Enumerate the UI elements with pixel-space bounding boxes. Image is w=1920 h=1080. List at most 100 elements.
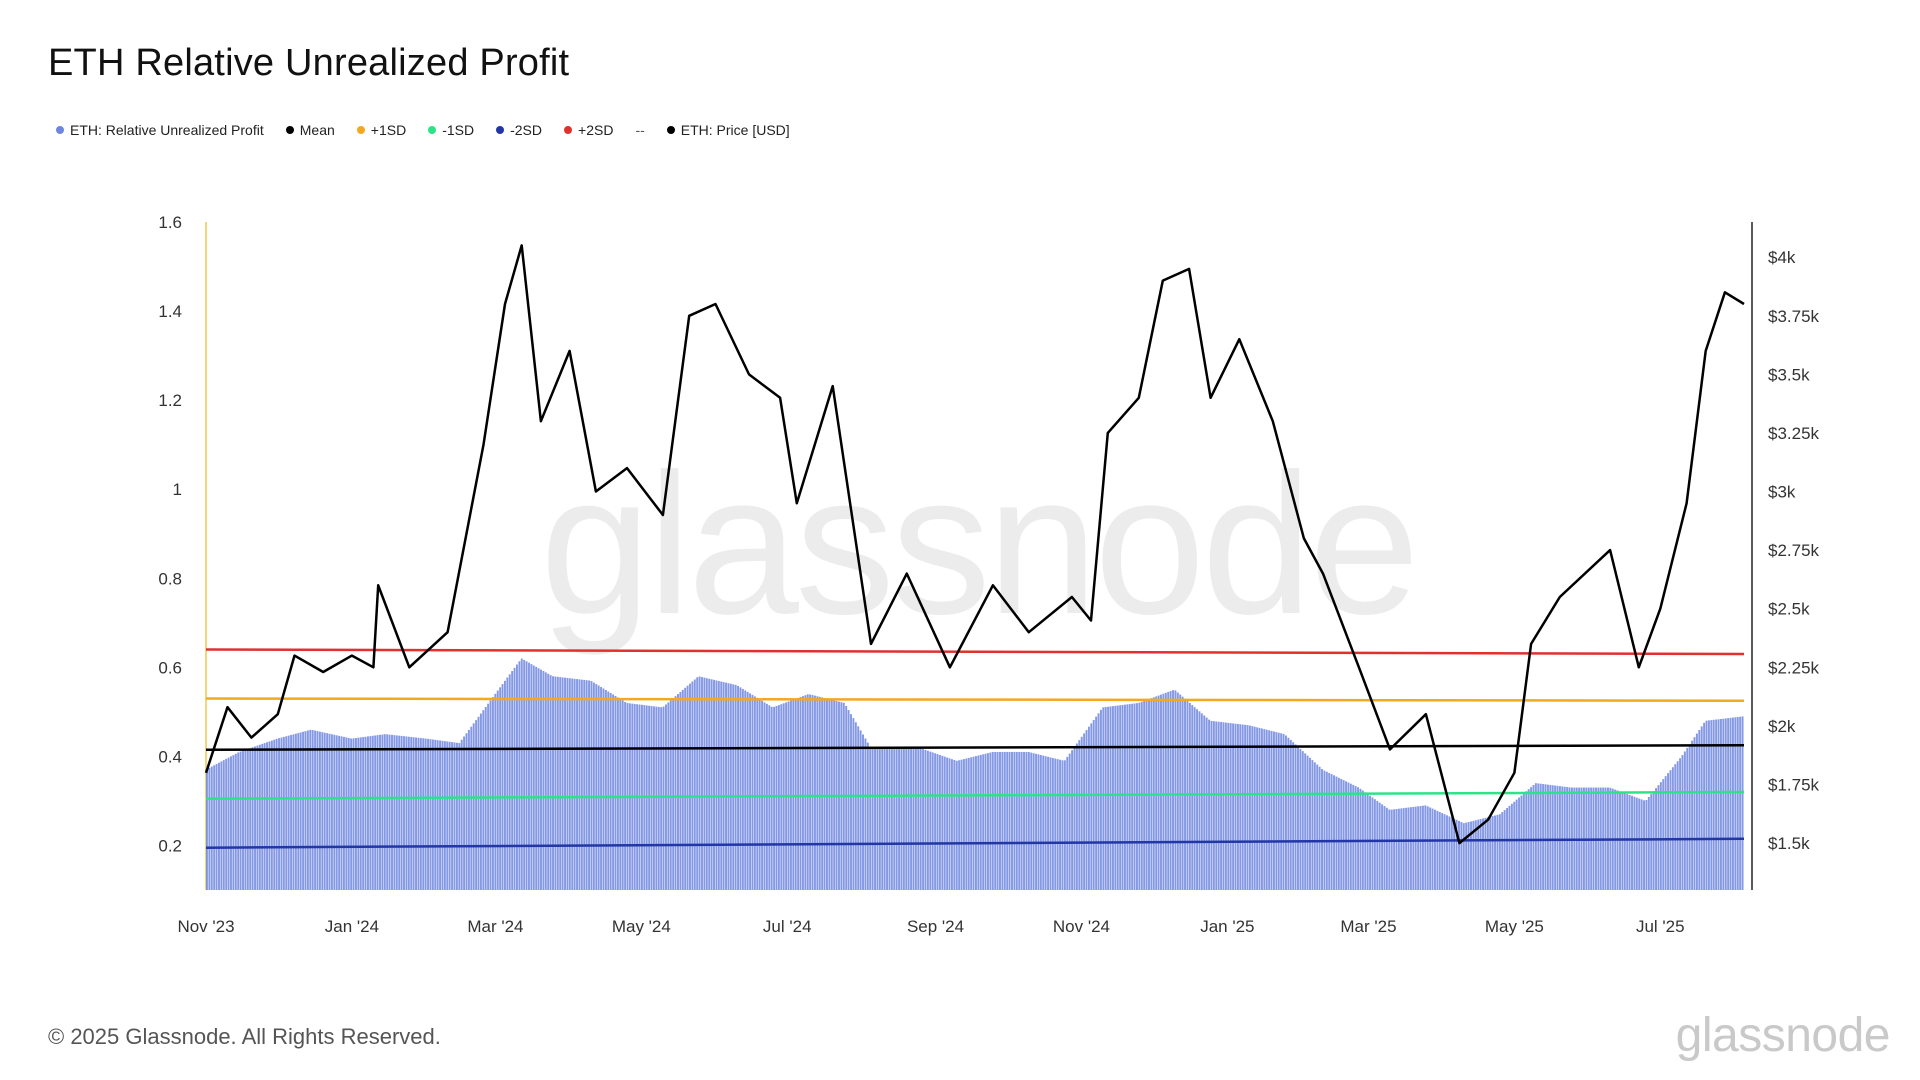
profit-bar	[1337, 777, 1340, 890]
profit-bar	[893, 747, 896, 890]
profit-bar	[806, 694, 809, 890]
profit-bar	[987, 753, 989, 890]
band-line--1sd	[205, 697, 1745, 702]
profit-bar	[1467, 822, 1470, 890]
legend-item-plus-2sd[interactable]: +2SD	[564, 122, 613, 138]
profit-bar	[1256, 727, 1259, 890]
profit-bar	[734, 684, 737, 890]
profit-bar	[1462, 823, 1465, 890]
profit-bar	[446, 741, 449, 890]
profit-bar	[871, 747, 874, 890]
profit-bar	[1717, 719, 1720, 890]
profit-bar	[218, 762, 220, 890]
profit-bar	[1311, 760, 1314, 890]
profit-bar	[1172, 690, 1174, 890]
profit-bar	[1352, 784, 1355, 890]
profit-bar	[794, 698, 797, 890]
profit-bar	[657, 706, 660, 890]
profit-bar	[1373, 799, 1376, 890]
profit-bar	[1546, 784, 1549, 890]
profit-bar	[222, 760, 225, 890]
profit-bar	[929, 751, 932, 890]
profit-bar	[1482, 818, 1484, 890]
profit-bar	[1472, 820, 1475, 890]
profit-bar	[415, 737, 417, 890]
legend-item-relative-unrealized-profit[interactable]: ETH: Relative Unrealized Profit	[56, 122, 264, 138]
profit-bar	[1119, 705, 1122, 890]
profit-bar	[1270, 730, 1273, 890]
profit-bar	[953, 759, 956, 890]
profit-bar	[1179, 694, 1182, 890]
profit-bar	[540, 669, 542, 890]
profit-bar	[1232, 723, 1235, 890]
profit-bar	[1357, 787, 1360, 890]
profit-bar	[845, 705, 848, 890]
profit-bar	[1015, 751, 1018, 890]
profit-bar	[477, 716, 480, 890]
profit-bar	[227, 757, 230, 890]
profit-bar	[244, 749, 247, 890]
profit-bar	[753, 696, 756, 890]
profit-bar	[1424, 805, 1427, 890]
profit-bar	[1628, 794, 1631, 890]
profit-bar	[439, 740, 442, 890]
profit-bar	[1066, 756, 1069, 890]
profit-bar	[955, 760, 958, 890]
profit-bar	[1167, 691, 1170, 890]
profit-bar	[1376, 800, 1379, 890]
profit-bar	[1731, 717, 1734, 890]
profit-bar	[1085, 730, 1088, 890]
profit-bar	[323, 732, 326, 890]
profit-bar	[556, 676, 559, 890]
profit-bar	[258, 744, 261, 890]
legend-dot-icon	[56, 126, 64, 134]
profit-bar	[1674, 764, 1677, 890]
profit-bar	[513, 667, 516, 890]
legend-item-plus-1sd[interactable]: +1SD	[356, 122, 406, 138]
profit-bar	[249, 748, 252, 890]
profit-bar	[532, 665, 535, 890]
profit-bar	[1294, 744, 1297, 890]
profit-bar	[1044, 756, 1047, 890]
profit-bar	[604, 690, 607, 890]
profit-bar	[1421, 805, 1424, 890]
profit-bar	[823, 698, 826, 890]
profit-bar	[801, 696, 804, 890]
profit-bar	[1426, 806, 1429, 890]
legend-item-minus-2sd[interactable]: -2SD	[496, 122, 542, 138]
legend-item-mean[interactable]: Mean	[285, 122, 335, 138]
legend-item-eth-price[interactable]: ETH: Price [USD]	[666, 122, 790, 138]
profit-bar	[1157, 695, 1160, 890]
y-left-tick-label: 0.6	[158, 658, 182, 677]
profit-bar	[600, 687, 603, 890]
profit-bar	[463, 736, 466, 890]
profit-bar	[458, 743, 461, 890]
profit-bar	[1011, 751, 1013, 890]
profit-bar	[393, 735, 396, 890]
profit-bar	[1196, 709, 1199, 890]
profit-bar	[242, 750, 244, 890]
x-tick-label: May '24	[612, 917, 671, 936]
x-tick-label: Sep '24	[907, 917, 964, 936]
profit-bar	[962, 759, 965, 890]
profit-bar	[996, 751, 999, 890]
profit-bar	[1676, 761, 1679, 890]
profit-bar	[1272, 731, 1275, 890]
profit-bar	[686, 685, 689, 890]
profit-bar	[268, 741, 271, 890]
profit-bar	[266, 742, 268, 890]
chart-title: ETH Relative Unrealized Profit	[48, 42, 570, 84]
profit-bar	[434, 739, 437, 890]
profit-bar	[1099, 709, 1102, 890]
profit-bar	[1633, 796, 1636, 890]
profit-bar	[1402, 808, 1405, 890]
profit-bar	[1234, 723, 1237, 890]
x-tick-label: Nov '23	[177, 917, 234, 936]
profit-bar	[715, 680, 718, 890]
legend-dot-icon	[496, 126, 505, 134]
profit-bar	[554, 676, 557, 890]
profit-bar	[698, 676, 701, 890]
profit-bar	[1121, 704, 1124, 890]
legend-item-minus-1sd[interactable]: -1SD	[428, 122, 474, 138]
